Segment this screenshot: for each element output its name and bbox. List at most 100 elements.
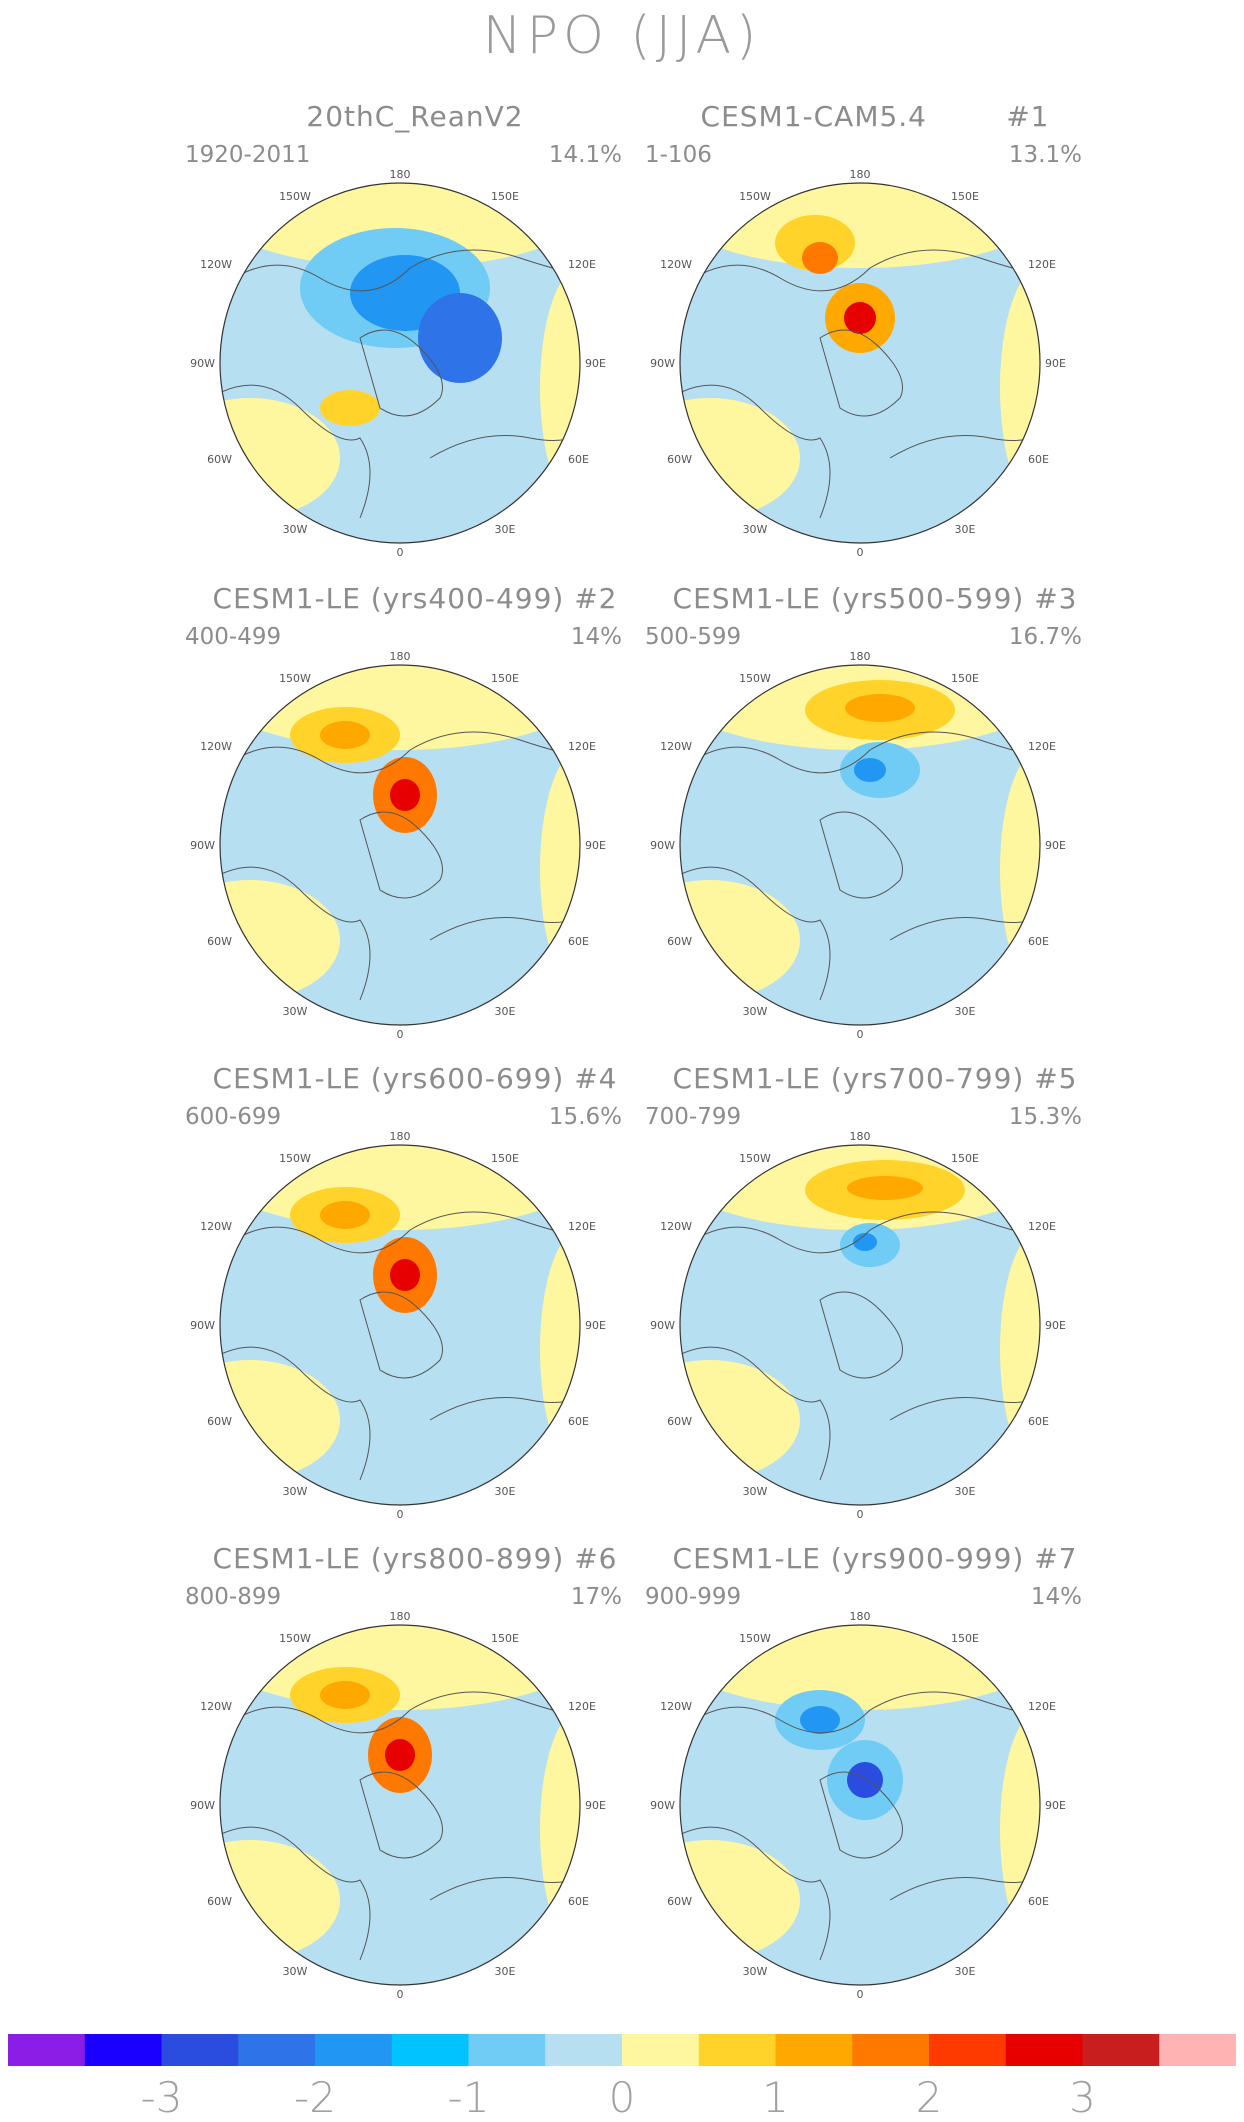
longitude-label: 0: [397, 1028, 404, 1040]
longitude-label: 90W: [650, 1319, 675, 1332]
map-boundary: [679, 1624, 1041, 1986]
longitude-label: 60E: [568, 1895, 589, 1908]
coastline: [819, 811, 903, 899]
longitude-label: 60E: [1028, 1415, 1049, 1428]
longitude-label: 150E: [951, 1152, 979, 1165]
anomaly-contour: [385, 1739, 415, 1771]
longitude-label: 30E: [955, 1005, 976, 1018]
panel-title: CESM1-LE (yrs700-799) #5: [672, 1062, 1078, 1095]
longitude-label: 60E: [1028, 1895, 1049, 1908]
coastline: [359, 1771, 443, 1859]
polar-map: 180 150W 150E 120W 120E 90W 90E 60W 60E 30W 30E 0: [190, 168, 606, 558]
anomaly-contour: [320, 1681, 370, 1709]
longitude-label: 120W: [660, 740, 692, 753]
longitude-label: 180: [850, 650, 871, 663]
positive-region: [540, 1230, 580, 1470]
polar-map: 180 150W 150E 120W 120E 90W 90E 60W 60E 30W 30E 0: [190, 650, 606, 1040]
coastline: [220, 731, 580, 774]
panel-title: 20thC_ReanV2: [306, 100, 524, 133]
longitude-label: 60E: [1028, 935, 1049, 948]
positive-region: [680, 880, 800, 1000]
map-boundary: [219, 664, 581, 1026]
longitude-label: 30W: [283, 1485, 308, 1498]
longitude-label: 120W: [660, 1700, 692, 1713]
map-field: [680, 183, 1040, 543]
map-boundary: [679, 664, 1041, 1026]
panel-title: CESM1-LE (yrs900-999) #7: [672, 1542, 1078, 1575]
positive-region: [220, 880, 340, 1000]
longitude-label: 150E: [491, 1632, 519, 1645]
longitude-label: 120E: [1028, 258, 1056, 271]
panel-title: CESM1-LE (yrs500-599) #3: [672, 582, 1078, 615]
panel-period: 900-999: [645, 1584, 742, 1610]
longitude-label: 60W: [207, 1415, 232, 1428]
map-field: [220, 183, 580, 543]
polar-map: 180 150W 150E 120W 120E 90W 90E 60W 60E 30W 30E 0: [650, 1610, 1066, 2000]
positive-region: [680, 1840, 800, 1960]
positive-region: [220, 1360, 340, 1480]
longitude-label: 30E: [495, 1005, 516, 1018]
map-field: [220, 1625, 580, 1985]
coastline: [680, 1346, 831, 1481]
positive-region: [220, 183, 580, 268]
longitude-label: 120E: [1028, 1220, 1056, 1233]
positive-region: [540, 1710, 580, 1950]
figure-title: NPO (JJA): [482, 6, 762, 66]
positive-region: [220, 1145, 580, 1230]
longitude-label: 90W: [190, 1319, 215, 1332]
longitude-label: 150W: [739, 1632, 771, 1645]
map-panel: CESM1-LE (yrs400-499) #2 400-499 14% 180…: [180, 582, 650, 1062]
longitude-label: 90W: [190, 839, 215, 852]
positive-region: [220, 398, 340, 518]
longitude-label: 90E: [1045, 1799, 1066, 1812]
longitude-label: 0: [857, 546, 864, 558]
longitude-label: 30E: [495, 1485, 516, 1498]
coastline: [220, 249, 580, 292]
coastline: [359, 811, 443, 899]
coastline: [680, 1826, 831, 1961]
map-field: [680, 1145, 1040, 1505]
colorbar: [8, 2034, 1236, 2066]
longitude-label: 30E: [955, 1965, 976, 1978]
longitude-label: 150W: [279, 1632, 311, 1645]
longitude-label: 0: [397, 1508, 404, 1520]
colorbar-swatch: [852, 2034, 930, 2066]
map-field: [680, 665, 1040, 1025]
longitude-label: 90W: [650, 357, 675, 370]
longitude-label: 150W: [279, 190, 311, 203]
coastline: [680, 731, 1040, 774]
panel-percent: 15.3%: [1008, 1104, 1082, 1130]
panel-percent: 14%: [570, 624, 622, 650]
longitude-label: 180: [390, 650, 411, 663]
panel-percent: 14.1%: [548, 142, 622, 168]
longitude-label: 0: [857, 1508, 864, 1520]
coastline: [680, 1211, 1040, 1254]
panel-title: CESM1-LE (yrs400-499) #2: [212, 582, 618, 615]
longitude-label: 30E: [495, 1965, 516, 1978]
panel-period: 800-899: [185, 1584, 282, 1610]
longitude-label: 120E: [1028, 1700, 1056, 1713]
map-panel: 20thC_ReanV2 1920-2011 14.1% 180 150W 150E…: [180, 100, 650, 580]
colorbar-swatch: [8, 2034, 86, 2066]
colorbar-tick-label: 2: [915, 2073, 943, 2122]
longitude-label: 120W: [200, 740, 232, 753]
longitude-label: 60W: [207, 935, 232, 948]
map-panel: CESM1-LE (yrs900-999) #7 900-999 14% 180…: [640, 1542, 1110, 2022]
map-panel: CESM1-LE (yrs600-699) #4 600-699 15.6% 1…: [180, 1062, 650, 1542]
positive-region: [1000, 750, 1040, 990]
coastline: [429, 1859, 580, 1901]
coastline: [429, 899, 580, 941]
colorbar-swatch: [161, 2034, 239, 2066]
map-boundary: [219, 1144, 581, 1506]
coastline: [220, 1691, 580, 1734]
longitude-label: 30W: [283, 1005, 308, 1018]
coastline: [819, 1771, 903, 1859]
colorbar-swatch: [698, 2034, 776, 2066]
positive-region: [680, 1625, 1040, 1710]
longitude-label: 120W: [200, 1220, 232, 1233]
longitude-label: 30W: [743, 523, 768, 536]
positive-region: [1000, 1710, 1040, 1950]
colorbar-swatch: [1005, 2034, 1083, 2066]
colorbar-swatch: [315, 2034, 393, 2066]
longitude-label: 90W: [650, 839, 675, 852]
